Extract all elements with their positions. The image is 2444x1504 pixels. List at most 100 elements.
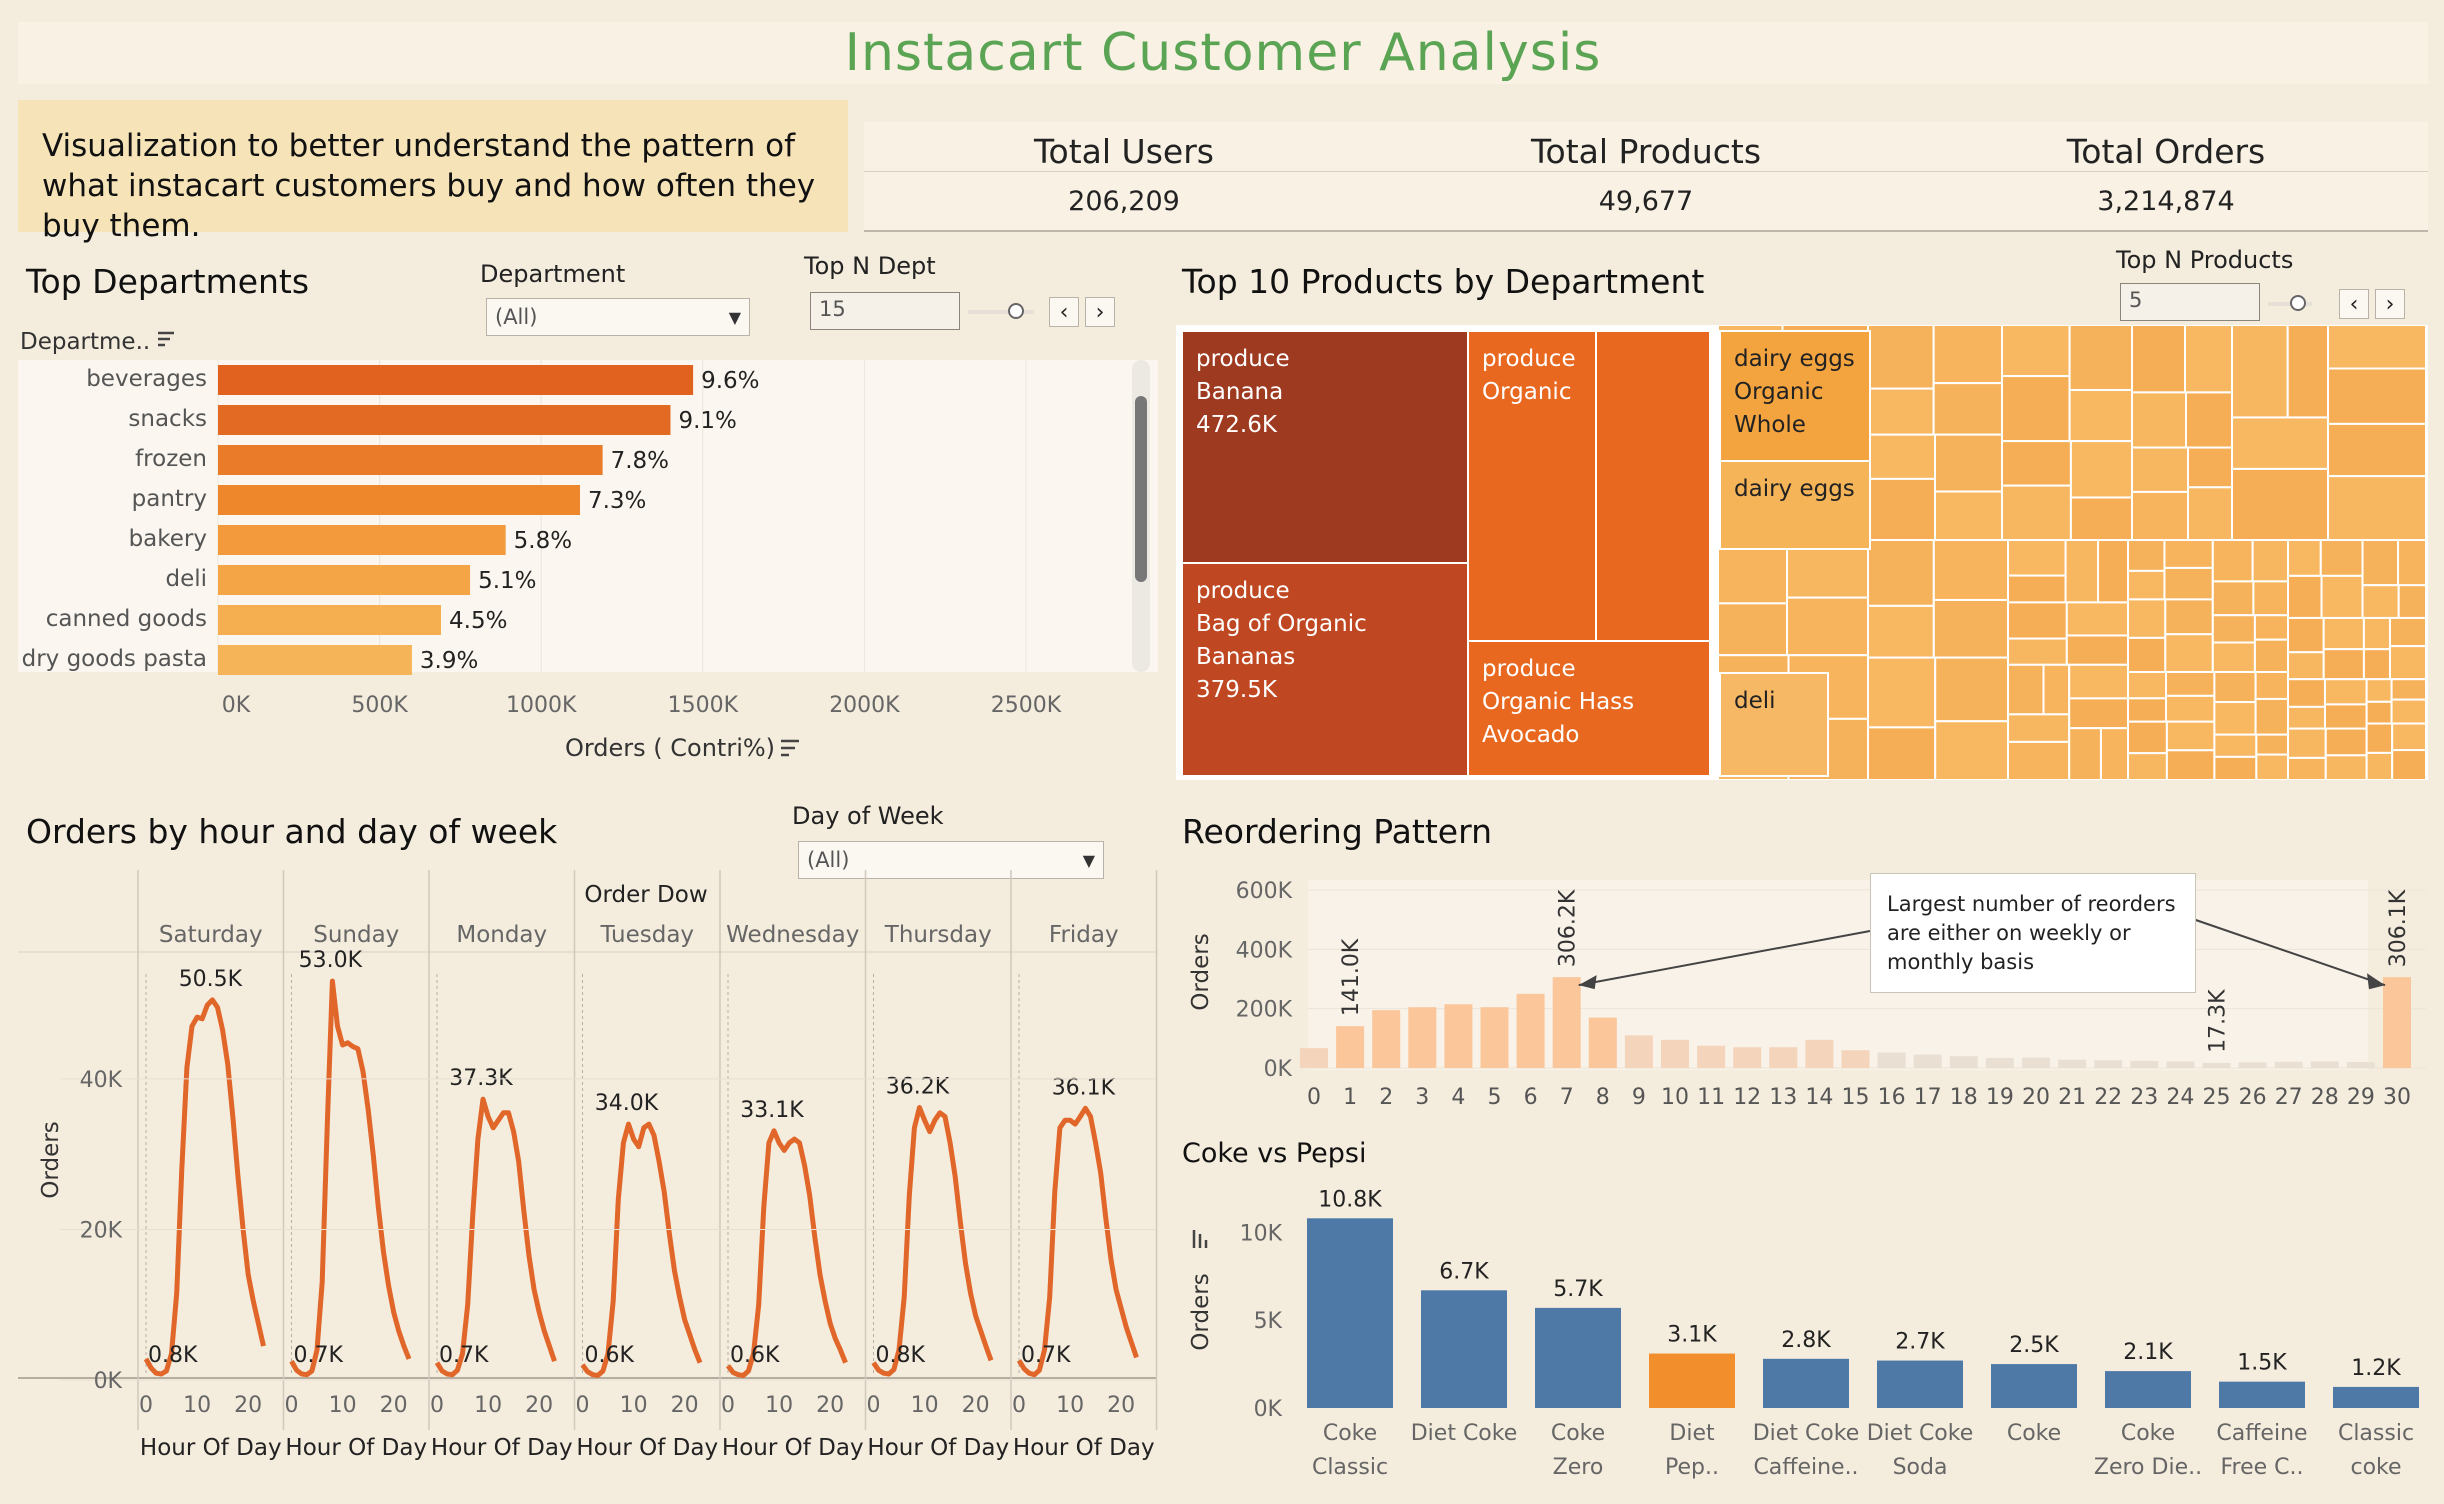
top-n-dept-next-button[interactable]: › bbox=[1085, 297, 1115, 327]
hour-series-line[interactable] bbox=[143, 997, 266, 1377]
coke-bar[interactable] bbox=[2105, 1371, 2191, 1408]
treemap-tile[interactable] bbox=[1867, 433, 1936, 480]
treemap-tile[interactable] bbox=[2231, 416, 2329, 470]
treemap-tile[interactable] bbox=[2390, 698, 2427, 725]
top-n-dept-input[interactable]: 15 bbox=[810, 292, 960, 330]
treemap-tile[interactable] bbox=[2185, 391, 2233, 449]
treemap-tile[interactable] bbox=[2131, 324, 2186, 394]
treemap-tile[interactable] bbox=[2362, 648, 2391, 681]
treemap-tile[interactable] bbox=[1932, 539, 2009, 601]
treemap-tile[interactable] bbox=[1719, 672, 1829, 777]
treemap-tile[interactable] bbox=[1867, 604, 1935, 659]
sort-icon[interactable] bbox=[781, 739, 799, 757]
treemap-tile[interactable] bbox=[2255, 733, 2290, 756]
treemap-tile[interactable] bbox=[1786, 596, 1869, 657]
treemap-tile[interactable] bbox=[2165, 694, 2216, 723]
treemap-tile[interactable] bbox=[2163, 566, 2214, 601]
dept-bar[interactable] bbox=[218, 565, 471, 595]
treemap-tile[interactable] bbox=[2187, 486, 2233, 541]
treemap-tile[interactable] bbox=[1934, 720, 2010, 781]
treemap-tile[interactable] bbox=[2127, 697, 2168, 723]
treemap-tile[interactable] bbox=[2127, 752, 2168, 781]
treemap-tile[interactable] bbox=[2211, 580, 2255, 617]
coke-bar[interactable] bbox=[1535, 1307, 1621, 1408]
treemap-tile[interactable] bbox=[2213, 701, 2257, 736]
reorder-bar[interactable] bbox=[1841, 1050, 1870, 1068]
treemap-tile[interactable] bbox=[2127, 671, 2168, 700]
reorder-bar[interactable] bbox=[1877, 1052, 1906, 1068]
coke-bar[interactable] bbox=[1649, 1353, 1735, 1408]
treemap-tile[interactable] bbox=[2065, 634, 2129, 666]
dept-bar[interactable] bbox=[218, 365, 694, 395]
day-of-week-dropdown[interactable]: (All) ▼ bbox=[798, 841, 1104, 879]
treemap-tile[interactable] bbox=[2286, 324, 2330, 419]
coke-bar[interactable] bbox=[1763, 1358, 1849, 1408]
treemap-tile[interactable] bbox=[2287, 651, 2325, 681]
treemap-tile[interactable] bbox=[2327, 422, 2427, 478]
top-n-products-next-button[interactable]: › bbox=[2375, 289, 2405, 319]
reorder-bar[interactable] bbox=[1733, 1047, 1762, 1068]
treemap-tile[interactable] bbox=[2007, 539, 2067, 577]
hour-series-line[interactable] bbox=[434, 1096, 557, 1378]
treemap-tile[interactable] bbox=[2322, 616, 2365, 651]
treemap-tile[interactable] bbox=[2287, 727, 2327, 759]
treemap-tile[interactable] bbox=[2319, 539, 2364, 577]
reorder-bar[interactable] bbox=[1624, 1035, 1653, 1068]
reorder-bar[interactable] bbox=[1516, 993, 1545, 1068]
treemap-tile[interactable] bbox=[2165, 671, 2216, 697]
treemap-tile[interactable] bbox=[2001, 440, 2072, 487]
treemap-tile[interactable] bbox=[2213, 733, 2258, 758]
reorder-bar[interactable] bbox=[2094, 1060, 2123, 1068]
treemap-tile[interactable] bbox=[2324, 727, 2368, 757]
treemap-tile[interactable] bbox=[2365, 751, 2394, 782]
reorder-bar[interactable] bbox=[1805, 1039, 1834, 1068]
treemap-tile[interactable] bbox=[2007, 663, 2045, 716]
treemap-tile[interactable] bbox=[2069, 440, 2134, 499]
treemap-tile[interactable] bbox=[2365, 678, 2393, 703]
reorder-bar[interactable] bbox=[1300, 1048, 1328, 1068]
treemap-tile[interactable] bbox=[2069, 496, 2134, 542]
treemap-tile[interactable] bbox=[1932, 598, 2009, 659]
coke-bar[interactable] bbox=[1307, 1218, 1393, 1408]
coke-bar[interactable] bbox=[1877, 1360, 1963, 1408]
treemap-tile[interactable] bbox=[2391, 722, 2427, 752]
reorder-bar[interactable] bbox=[2346, 1062, 2375, 1068]
treemap-tile[interactable] bbox=[2068, 324, 2133, 392]
reorder-bar[interactable] bbox=[2274, 1061, 2303, 1068]
reorder-bar[interactable] bbox=[1336, 1026, 1365, 1068]
treemap-tile[interactable] bbox=[2388, 645, 2428, 681]
coke-bar[interactable] bbox=[2333, 1386, 2419, 1408]
treemap-tile[interactable] bbox=[2397, 539, 2428, 587]
treemap-tile[interactable] bbox=[2068, 697, 2130, 730]
treemap-tile[interactable] bbox=[2287, 616, 2325, 654]
treemap-tile[interactable] bbox=[2131, 490, 2189, 541]
hour-series-line[interactable] bbox=[289, 978, 412, 1378]
treemap-tile[interactable] bbox=[2127, 720, 2168, 755]
treemap-tile[interactable] bbox=[2251, 539, 2290, 583]
treemap-tile[interactable] bbox=[2323, 703, 2368, 730]
treemap-tile[interactable] bbox=[2163, 539, 2214, 569]
treemap-tile[interactable] bbox=[2164, 633, 2214, 673]
dept-bar[interactable] bbox=[218, 645, 412, 675]
treemap-tile[interactable] bbox=[2365, 700, 2393, 725]
treemap-tile[interactable] bbox=[1932, 382, 2003, 436]
treemap-tile[interactable] bbox=[2007, 574, 2067, 604]
coke-bar[interactable] bbox=[1991, 1364, 2077, 1408]
treemap-tile[interactable] bbox=[2211, 641, 2256, 674]
treemap-tile[interactable] bbox=[1181, 562, 1469, 777]
treemap-tile[interactable] bbox=[2320, 574, 2364, 619]
reorder-bar[interactable] bbox=[1661, 1039, 1689, 1068]
treemap-tile[interactable] bbox=[2064, 539, 2100, 604]
dept-bar[interactable] bbox=[218, 405, 671, 435]
treemap-tile[interactable] bbox=[2184, 324, 2233, 394]
treemap-tile[interactable] bbox=[2253, 638, 2289, 673]
treemap-tile[interactable] bbox=[2287, 574, 2323, 619]
treemap-tile[interactable] bbox=[2127, 569, 2166, 601]
treemap-tile[interactable] bbox=[2252, 580, 2289, 617]
treemap-tile[interactable] bbox=[1181, 330, 1469, 564]
treemap-tile[interactable] bbox=[2231, 324, 2289, 419]
hour-series-line[interactable] bbox=[726, 1128, 848, 1378]
treemap-tile[interactable] bbox=[2365, 722, 2394, 754]
reorder-bar[interactable] bbox=[2166, 1061, 2195, 1068]
treemap-tile[interactable] bbox=[2068, 389, 2133, 443]
